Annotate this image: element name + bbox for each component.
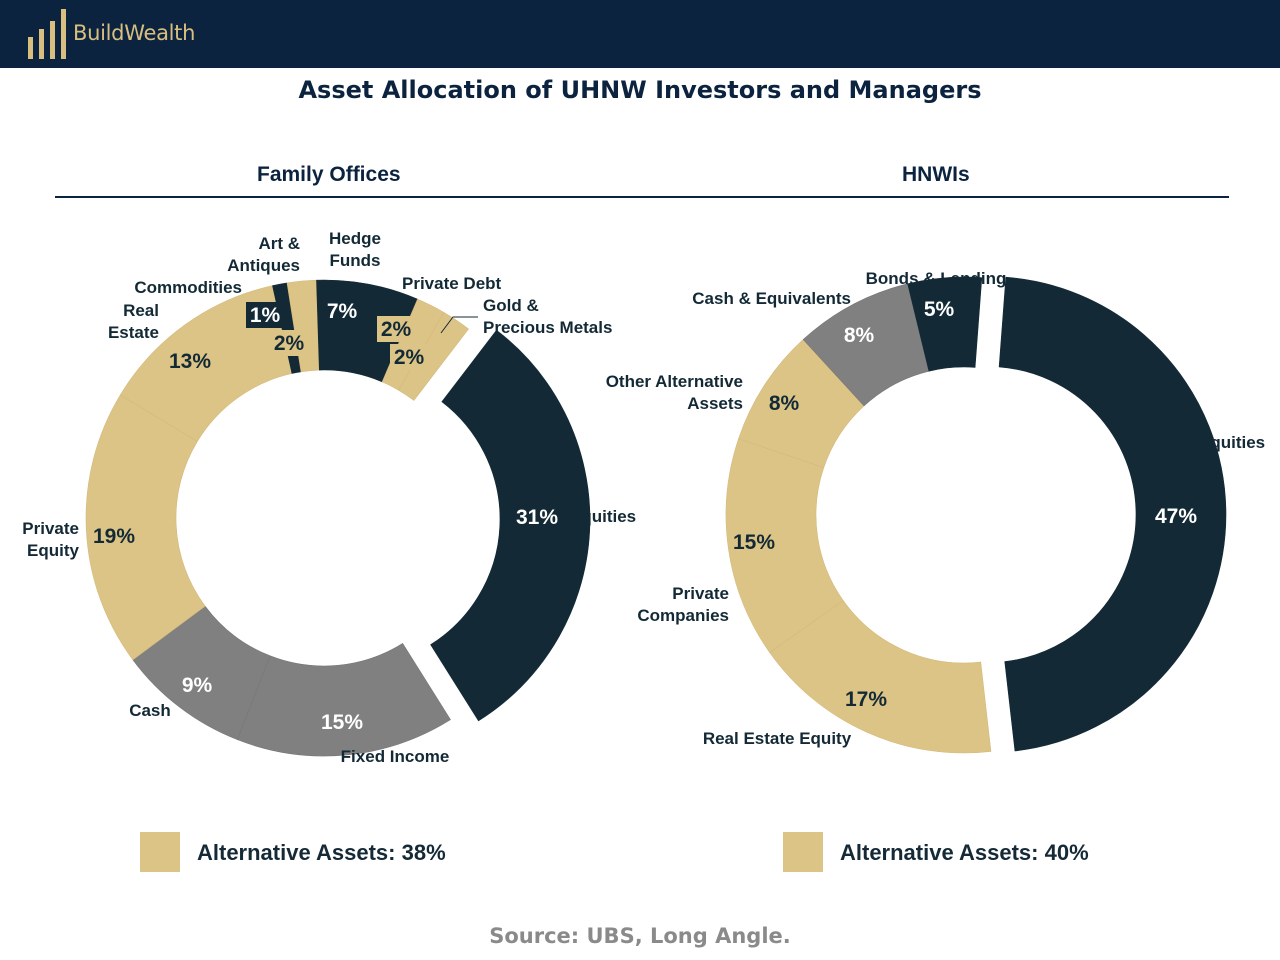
- source-note: Source: UBS, Long Angle.: [489, 924, 791, 948]
- category-label-fixed-income: Fixed Income: [341, 747, 450, 766]
- slice-bonds-and-lending: [907, 276, 983, 372]
- slice-equities: [998, 276, 1227, 752]
- leader-line: [938, 321, 941, 334]
- category-label-equities: Equities: [1199, 433, 1265, 452]
- category-label-real-estate-equity: Real Estate Equity: [703, 729, 852, 748]
- value-label-gold-and-precious-metals: 2%: [394, 346, 425, 369]
- value-label-box: [377, 316, 415, 342]
- value-label-box: [246, 302, 284, 328]
- category-label-equities: Equities: [570, 507, 636, 526]
- value-label-box: [270, 330, 308, 356]
- value-label-private-equity: 19%: [93, 525, 135, 548]
- value-label-real-estate: 13%: [169, 350, 211, 373]
- value-label-cash: 9%: [182, 674, 213, 697]
- category-label-art-and-antiques: Art & Antiques: [227, 234, 300, 275]
- value-label-equities: 47%: [1155, 505, 1197, 528]
- hnwis-title: HNWIs: [902, 163, 970, 186]
- value-label-cash-and-equivalents: 8%: [844, 324, 875, 347]
- category-label-real-estate: Real Estate: [108, 301, 159, 342]
- leader-line: [440, 316, 478, 334]
- header-divider: [55, 196, 1229, 198]
- category-label-gold-and-precious-metals: Gold & Precious Metals: [483, 296, 612, 337]
- value-label-box: [390, 344, 428, 370]
- category-label-other-alternative-assets: Other Alternative Assets: [606, 372, 743, 413]
- category-label-private-equity: Private Equity: [22, 519, 79, 560]
- category-label-private-debt: Private Debt: [402, 274, 502, 293]
- brand-name: BuildWealth: [73, 21, 196, 45]
- logo-icon: [28, 9, 66, 59]
- value-label-fixed-income: 15%: [321, 711, 363, 734]
- category-label-hedge-funds: Hedge Funds: [329, 229, 381, 270]
- value-label-art-and-antiques: 2%: [274, 332, 305, 355]
- value-label-real-estate-equity: 17%: [845, 688, 887, 711]
- value-label-bonds-and-lending: 5%: [924, 298, 955, 321]
- value-label-private-companies: 15%: [733, 531, 775, 554]
- category-label-commodities: Commodities: [134, 278, 242, 297]
- value-label-other-alternative-assets: 8%: [769, 392, 800, 415]
- value-label-equities: 31%: [516, 506, 558, 529]
- legend-swatch-alternative-assets: [140, 832, 180, 872]
- page-title: Asset Allocation of UHNW Investors and M…: [298, 76, 982, 104]
- category-label-cash-and-equivalents: Cash & Equivalents: [692, 289, 851, 308]
- value-label-hedge-funds: 7%: [327, 300, 358, 323]
- value-label-commodities: 1%: [250, 304, 281, 327]
- header-bar: BuildWealth: [0, 0, 1280, 68]
- value-label-private-debt: 2%: [381, 318, 412, 341]
- legend-label-hnwis: Alternative Assets: 40%: [840, 840, 1089, 865]
- legend-swatch-alternative-assets: [783, 832, 823, 872]
- category-label-private-companies: Private Companies: [637, 584, 729, 625]
- family-offices-title: Family Offices: [257, 163, 401, 186]
- category-label-cash: Cash: [129, 701, 171, 720]
- slice-equities: [430, 329, 591, 722]
- donut-family-offices: 31% Equities 15% Fixed Income 9% Cash 19% Priva…: [22, 229, 636, 766]
- leader-line: [339, 326, 343, 337]
- slice-fixed-income: [236, 642, 451, 757]
- donut-hnwis: 47% Equities 17% Real Estate Equity 15% Priva…: [606, 269, 1265, 754]
- legend-label-family-offices: Alternative Assets: 38%: [197, 840, 446, 865]
- category-label-bonds-and-lending: Bonds & Lending: [866, 269, 1007, 288]
